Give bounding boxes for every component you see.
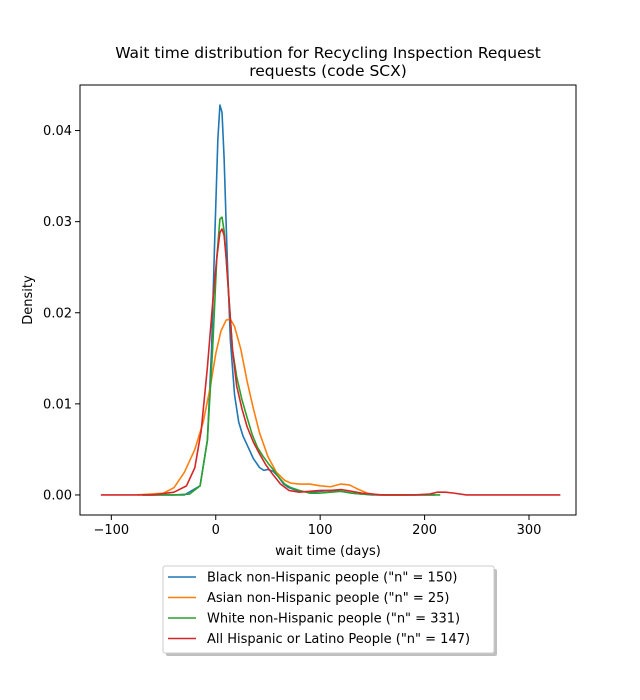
x-axis-label: wait time (days) bbox=[275, 544, 381, 559]
y-tick-label-4: 0.04 bbox=[43, 124, 72, 139]
chart-title-line-2: requests (code SCX) bbox=[249, 62, 407, 80]
series-line-2 bbox=[142, 216, 441, 496]
series-line-3 bbox=[100, 228, 561, 496]
y-axis-label: Density bbox=[21, 275, 36, 325]
legend-box bbox=[162, 565, 495, 654]
legend-label-2: White non-Hispanic people ("n" = 331) bbox=[207, 612, 460, 627]
plot-frame bbox=[79, 84, 577, 516]
ticks-layer: −100 0 100 200 300 0.00 0.01 0.02 0.03 0.04 bbox=[43, 124, 541, 538]
x-tick-label-0: −100 bbox=[93, 523, 129, 538]
series-line-0 bbox=[142, 104, 436, 496]
x-tick-label-4: 300 bbox=[517, 523, 542, 538]
chart-title-line-1: Wait time distribution for Recycling Ins… bbox=[115, 44, 541, 62]
x-tick-label-3: 200 bbox=[412, 523, 437, 538]
legend-label-1: Asian non-Hispanic people ("n" = 25) bbox=[207, 591, 450, 606]
y-tick-label-0: 0.00 bbox=[43, 488, 72, 503]
x-tick-label-1: 0 bbox=[212, 523, 220, 538]
x-tick-label-2: 100 bbox=[308, 523, 333, 538]
y-tick-label-3: 0.03 bbox=[43, 215, 72, 230]
legend-label-0: Black non-Hispanic people ("n" = 150) bbox=[207, 571, 457, 586]
y-tick-label-2: 0.02 bbox=[43, 306, 72, 321]
series-line-1 bbox=[137, 318, 409, 496]
legend: Black non-Hispanic people ("n" = 150) Asi… bbox=[162, 565, 497, 656]
series-layer bbox=[100, 104, 561, 496]
legend-label-3: All Hispanic or Latino People ("n" = 147… bbox=[207, 632, 470, 647]
y-tick-label-1: 0.01 bbox=[43, 397, 72, 412]
